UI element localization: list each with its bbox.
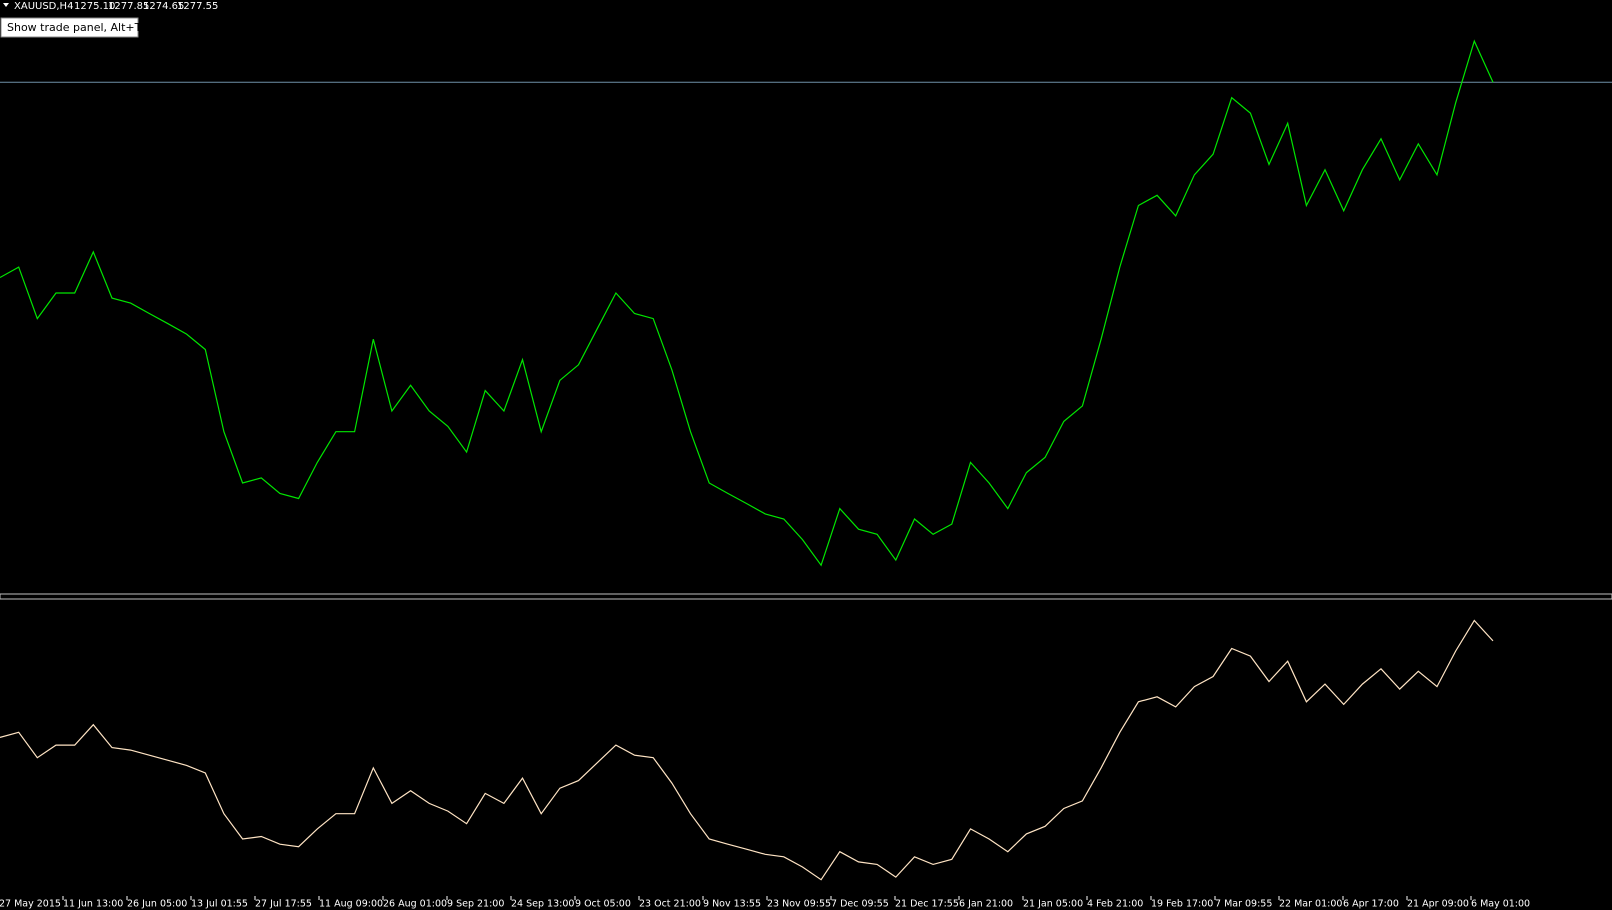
x-tick-label: 13 Jul 01:55: [191, 899, 248, 910]
ohlc-value: 1277.55: [177, 1, 218, 12]
x-tick-label: 7 Mar 09:55: [1215, 899, 1272, 910]
x-tick-label: 26 Jun 05:00: [127, 899, 187, 910]
x-tick-label: 9 Nov 13:55: [703, 899, 761, 910]
x-tick-label: 27 May 2015: [0, 899, 61, 910]
x-tick-label: 21 Apr 09:00: [1407, 899, 1469, 910]
price-line: [0, 39, 1494, 567]
x-tick-label: 11 Aug 09:00: [319, 899, 383, 910]
x-tick-label: 23 Nov 09:55: [767, 899, 831, 910]
x-tick-label: 7 Dec 09:55: [831, 899, 889, 910]
x-tick-label: 21 Dec 17:55: [895, 899, 959, 910]
pane-separator: [0, 593, 1612, 600]
x-tick-label: 27 Jul 17:55: [255, 899, 312, 910]
ohlc-value: 1274.65: [143, 1, 184, 12]
x-tick-label: 22 Mar 01:00: [1279, 899, 1342, 910]
trade-panel-button[interactable]: [0, 17, 139, 38]
x-tick-label: 21 Jan 05:00: [1023, 899, 1083, 910]
x-tick-label: 9 Oct 05:00: [575, 899, 631, 910]
x-tick-label: 6 Jan 21:00: [959, 899, 1013, 910]
x-tick-label: 26 Aug 01:00: [383, 899, 447, 910]
ohlc-value: 1275.10: [74, 1, 115, 12]
x-tick-label: 6 Apr 17:00: [1343, 899, 1399, 910]
x-tick-label: 11 Jun 13:00: [63, 899, 123, 910]
x-tick-label: 9 Sep 21:00: [447, 899, 504, 910]
trade-panel-button-label: Show trade panel, Alt+T: [7, 21, 142, 34]
x-tick-label: 6 May 01:00: [1471, 899, 1530, 910]
menu-arrow[interactable]: [3, 3, 9, 7]
x-tick-label: 23 Oct 21:00: [639, 899, 701, 910]
indicator-line: [0, 619, 1494, 881]
symbol: XAUUSD,H4: [14, 1, 73, 12]
x-tick-label: 19 Feb 17:00: [1151, 899, 1213, 910]
x-tick-label: 24 Sep 13:00: [511, 899, 574, 910]
x-tick-label: 4 Feb 21:00: [1087, 899, 1143, 910]
ohlc-value: 1277.85: [108, 1, 149, 12]
